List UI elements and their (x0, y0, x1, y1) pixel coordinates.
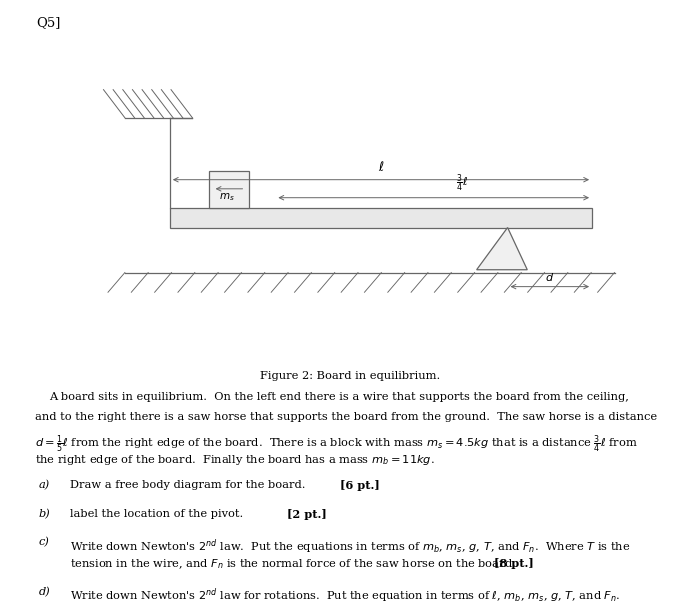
Polygon shape (477, 227, 527, 270)
Text: $\frac{3}{4}\ell$: $\frac{3}{4}\ell$ (456, 173, 468, 194)
Text: and to the right there is a saw horse that supports the board from the ground.  : and to the right there is a saw horse th… (35, 412, 657, 423)
Text: [2 pt.]: [2 pt.] (287, 509, 327, 520)
Text: $d = \frac{1}{5}\ell$ from the right edge of the board.  There is a block with m: $d = \frac{1}{5}\ell$ from the right edg… (35, 433, 638, 455)
Text: Figure 2: Board in equilibrium.: Figure 2: Board in equilibrium. (260, 371, 440, 381)
Text: d): d) (38, 587, 50, 597)
Text: Write down Newton's $2^{nd}$ law for rotations.  Put the equation in terms of $\: Write down Newton's $2^{nd}$ law for rot… (70, 587, 620, 603)
Text: [8 pt.]: [8 pt.] (494, 558, 533, 569)
Bar (209, 171, 248, 208)
Text: label the location of the pivot.: label the location of the pivot. (70, 509, 251, 519)
Text: $m_s$: $m_s$ (219, 192, 235, 203)
Text: the right edge of the board.  Finally the board has a mass $m_b = 11kg$.: the right edge of the board. Finally the… (35, 453, 435, 467)
Text: $\ell$: $\ell$ (378, 160, 384, 174)
Text: a): a) (38, 480, 50, 490)
Text: Draw a free body diagram for the board.: Draw a free body diagram for the board. (70, 480, 313, 490)
Text: b): b) (38, 509, 50, 519)
Text: tension in the wire, and $F_n$ is the normal force of the saw horse on the board: tension in the wire, and $F_n$ is the no… (70, 558, 521, 572)
Text: [6 pt.]: [6 pt.] (340, 480, 379, 491)
Text: c): c) (38, 537, 50, 548)
Bar (170, 208, 592, 227)
Text: Q5]: Q5] (36, 16, 61, 29)
Text: $d$: $d$ (545, 271, 554, 283)
Text: A board sits in equilibrium.  On the left end there is a wire that supports the : A board sits in equilibrium. On the left… (49, 392, 629, 402)
Text: Write down Newton's $2^{nd}$ law.  Put the equations in terms of $m_b$, $m_s$, $: Write down Newton's $2^{nd}$ law. Put th… (70, 537, 630, 556)
